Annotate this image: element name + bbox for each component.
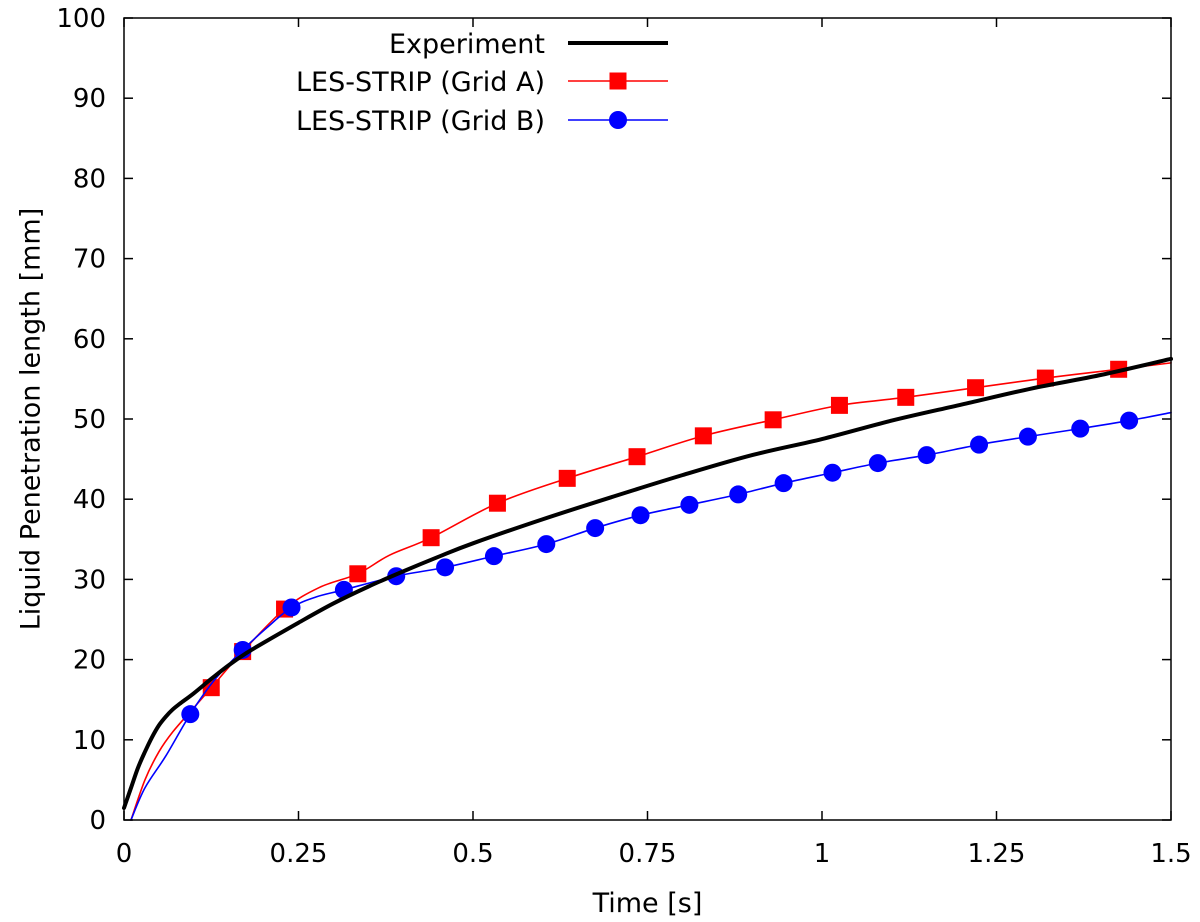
data-point bbox=[349, 565, 367, 583]
data-point bbox=[181, 705, 200, 724]
data-point bbox=[484, 547, 503, 566]
data-point bbox=[282, 598, 301, 617]
data-point bbox=[488, 494, 506, 512]
plot-series bbox=[122, 356, 1173, 821]
data-point bbox=[774, 474, 793, 493]
x-tick-label: 0 bbox=[116, 839, 133, 869]
y-tick-label: 60 bbox=[73, 325, 106, 355]
data-point bbox=[868, 454, 887, 473]
data-point bbox=[1120, 411, 1139, 430]
data-point bbox=[680, 495, 699, 514]
legend-marker bbox=[609, 72, 627, 90]
x-tick-label: 1.5 bbox=[1150, 839, 1191, 869]
data-point bbox=[1018, 427, 1037, 446]
data-point bbox=[970, 435, 989, 454]
data-point bbox=[967, 379, 985, 397]
axis-ticks bbox=[123, 17, 1172, 821]
data-point bbox=[694, 427, 712, 445]
data-point bbox=[897, 388, 915, 406]
data-point bbox=[917, 446, 936, 465]
y-tick-label: 70 bbox=[73, 245, 106, 275]
data-point bbox=[558, 469, 576, 487]
x-tick-label: 0.5 bbox=[452, 839, 493, 869]
axis-tick-labels: 0 0.25 0.5 0.75 1 1.25 1.5 0 10 20 30 40 50 60 70 80 90 1… bbox=[56, 4, 1191, 869]
x-tick-label: 0.25 bbox=[270, 839, 328, 869]
data-point bbox=[729, 485, 748, 504]
x-tick-label: 0.75 bbox=[619, 839, 677, 869]
legend-label: LES-STRIP (Grid B) bbox=[296, 106, 545, 137]
series-0 bbox=[122, 356, 1173, 810]
y-tick-label: 40 bbox=[73, 485, 106, 515]
data-point bbox=[764, 411, 782, 429]
legend-item: LES-STRIP (Grid A) bbox=[296, 67, 668, 98]
y-tick-label: 90 bbox=[73, 84, 106, 114]
y-tick-label: 80 bbox=[73, 164, 106, 194]
y-tick-label: 10 bbox=[73, 726, 106, 756]
experiment-line bbox=[122, 356, 1173, 810]
data-point bbox=[823, 463, 842, 482]
legend-label: LES-STRIP (Grid A) bbox=[296, 67, 545, 98]
data-point bbox=[628, 448, 646, 466]
data-point bbox=[422, 529, 440, 547]
data-point bbox=[830, 396, 848, 414]
data-point bbox=[537, 535, 556, 554]
legend-item: Experiment bbox=[389, 29, 668, 60]
legend-item: LES-STRIP (Grid B) bbox=[296, 106, 668, 137]
legend-label: Experiment bbox=[389, 29, 545, 60]
y-tick-label: 30 bbox=[73, 565, 106, 595]
data-point bbox=[436, 558, 455, 577]
legend-marker bbox=[609, 111, 627, 129]
y-tick-label: 0 bbox=[89, 806, 106, 836]
y-tick-label: 20 bbox=[73, 646, 106, 676]
x-tick-label: 1 bbox=[814, 839, 831, 869]
x-axis-title: Time [s] bbox=[592, 888, 703, 919]
legend: Experiment LES-STRIP (Grid A) LES-STRIP (G… bbox=[296, 29, 668, 137]
data-point bbox=[586, 519, 605, 538]
y-tick-label: 50 bbox=[73, 405, 106, 435]
data-point bbox=[1071, 419, 1090, 438]
data-point bbox=[631, 506, 650, 525]
y-tick-label: 100 bbox=[56, 4, 106, 34]
x-tick-label: 1.25 bbox=[968, 839, 1026, 869]
data-point bbox=[1036, 369, 1054, 387]
y-axis-title: Liquid Penetration length [mm] bbox=[15, 208, 46, 631]
